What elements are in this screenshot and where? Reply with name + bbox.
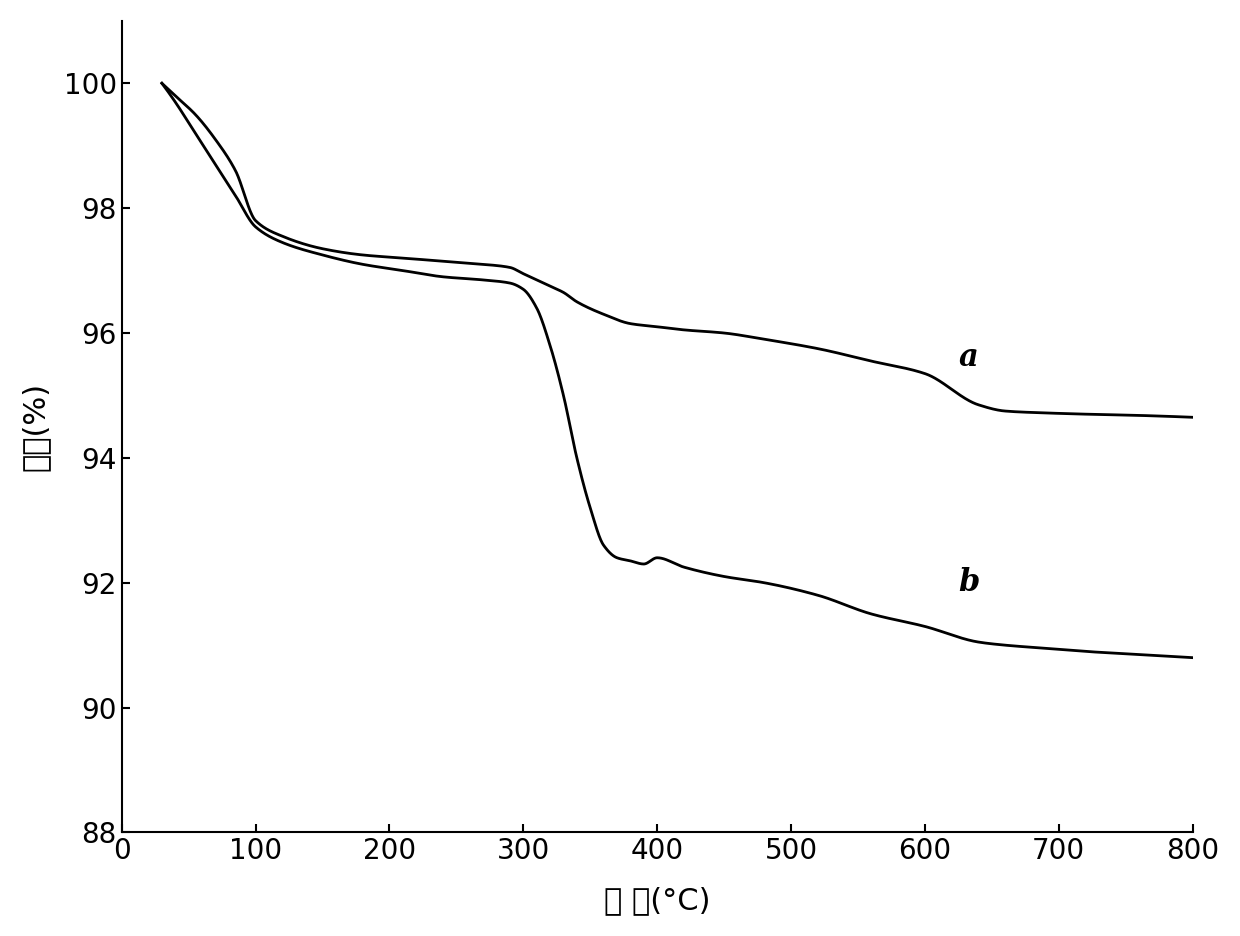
Text: a: a: [959, 343, 978, 373]
Text: b: b: [959, 567, 980, 598]
Y-axis label: 重量(%): 重量(%): [21, 382, 50, 471]
X-axis label: 温 度(°C): 温 度(°C): [604, 886, 711, 915]
